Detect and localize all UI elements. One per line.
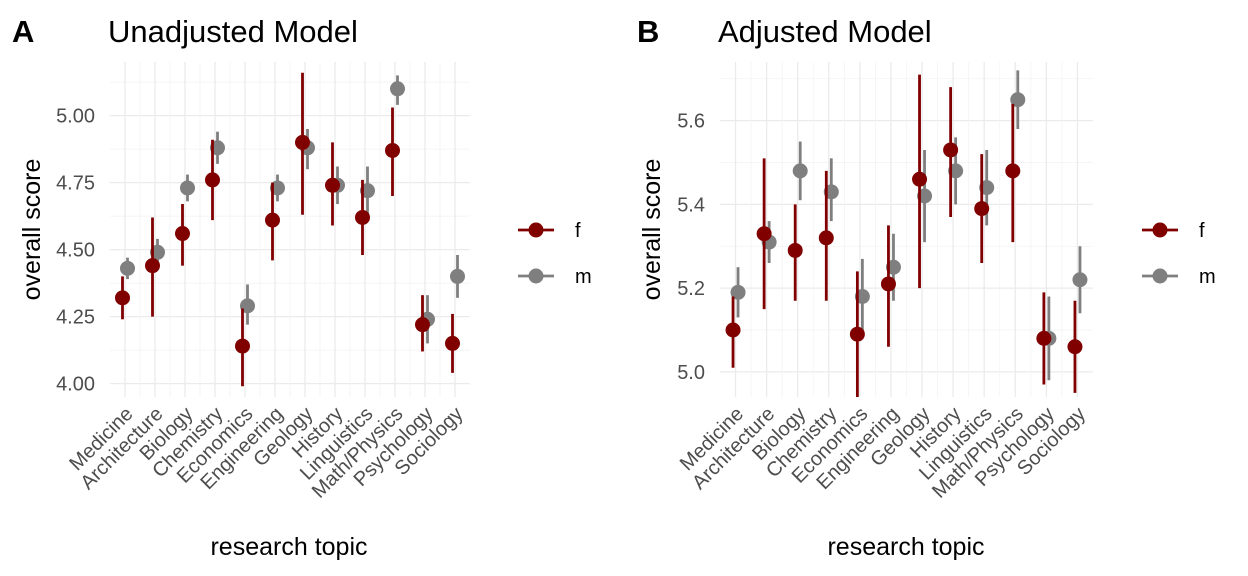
y-axis-label: overall score <box>638 159 666 301</box>
chart-title: Adjusted Model <box>718 14 932 49</box>
legend-marker <box>1152 222 1168 238</box>
data-point <box>756 226 772 242</box>
series-f <box>115 72 460 387</box>
legend-label: f <box>575 220 581 242</box>
legend-label: f <box>1199 220 1205 242</box>
data-point <box>1005 163 1021 179</box>
y-tick-label: 4.00 <box>56 374 95 396</box>
panel-b: B Adjusted Model5.05.25.45.6MedicineArchi… <box>637 14 1216 561</box>
panel-a: A Unadjusted Model4.004.254.504.755.00Med… <box>12 14 592 561</box>
legend-marker <box>528 268 544 284</box>
gridlines <box>110 62 470 397</box>
y-axis-label: overall score <box>18 159 46 301</box>
data-point <box>355 209 370 225</box>
series-m <box>730 70 1088 381</box>
legend: fm <box>518 220 592 288</box>
legend-label: m <box>1199 266 1216 288</box>
data-point <box>325 177 340 193</box>
y-tick-label: 5.2 <box>677 278 705 300</box>
gridlines <box>720 62 1093 397</box>
data-point <box>849 326 865 342</box>
data-point <box>180 180 195 196</box>
data-point <box>912 171 928 187</box>
legend-marker <box>1152 268 1168 284</box>
data-point <box>974 201 990 217</box>
data-point <box>145 258 160 274</box>
data-point <box>390 81 405 97</box>
panel-letter: B <box>637 14 659 49</box>
data-point <box>445 335 460 351</box>
y-tick-label: 5.00 <box>56 106 95 128</box>
data-point <box>943 142 959 158</box>
legend-marker <box>528 222 544 238</box>
data-point <box>818 230 834 246</box>
y-tick-label: 5.4 <box>677 194 705 216</box>
data-point <box>730 284 746 300</box>
y-tick-label: 4.75 <box>56 173 95 195</box>
data-point <box>295 134 310 150</box>
data-point <box>235 338 250 354</box>
data-point <box>725 322 741 338</box>
data-point <box>265 212 280 228</box>
legend: fm <box>1142 220 1216 288</box>
data-point <box>385 142 400 158</box>
data-point <box>787 242 803 258</box>
data-point <box>450 268 465 284</box>
data-point <box>1072 272 1088 288</box>
legend-label: m <box>575 266 592 288</box>
y-tick-label: 4.25 <box>56 307 95 329</box>
data-point <box>205 172 220 188</box>
data-point <box>1067 339 1083 355</box>
series-f <box>725 74 1083 397</box>
data-point <box>792 163 808 179</box>
data-point <box>175 226 190 242</box>
x-axis-label: research topic <box>210 533 367 561</box>
y-tick-label: 5.0 <box>677 362 705 384</box>
data-point <box>115 290 130 306</box>
y-tick-label: 5.6 <box>677 111 705 133</box>
data-point <box>1036 330 1052 346</box>
y-tick-label: 4.50 <box>56 240 95 262</box>
data-point <box>880 276 896 292</box>
data-point <box>415 317 430 333</box>
data-point <box>1010 92 1026 108</box>
data-point <box>120 260 135 276</box>
panel-letter: A <box>12 14 34 49</box>
chart-title: Unadjusted Model <box>108 14 358 49</box>
x-axis-label: research topic <box>827 533 984 561</box>
